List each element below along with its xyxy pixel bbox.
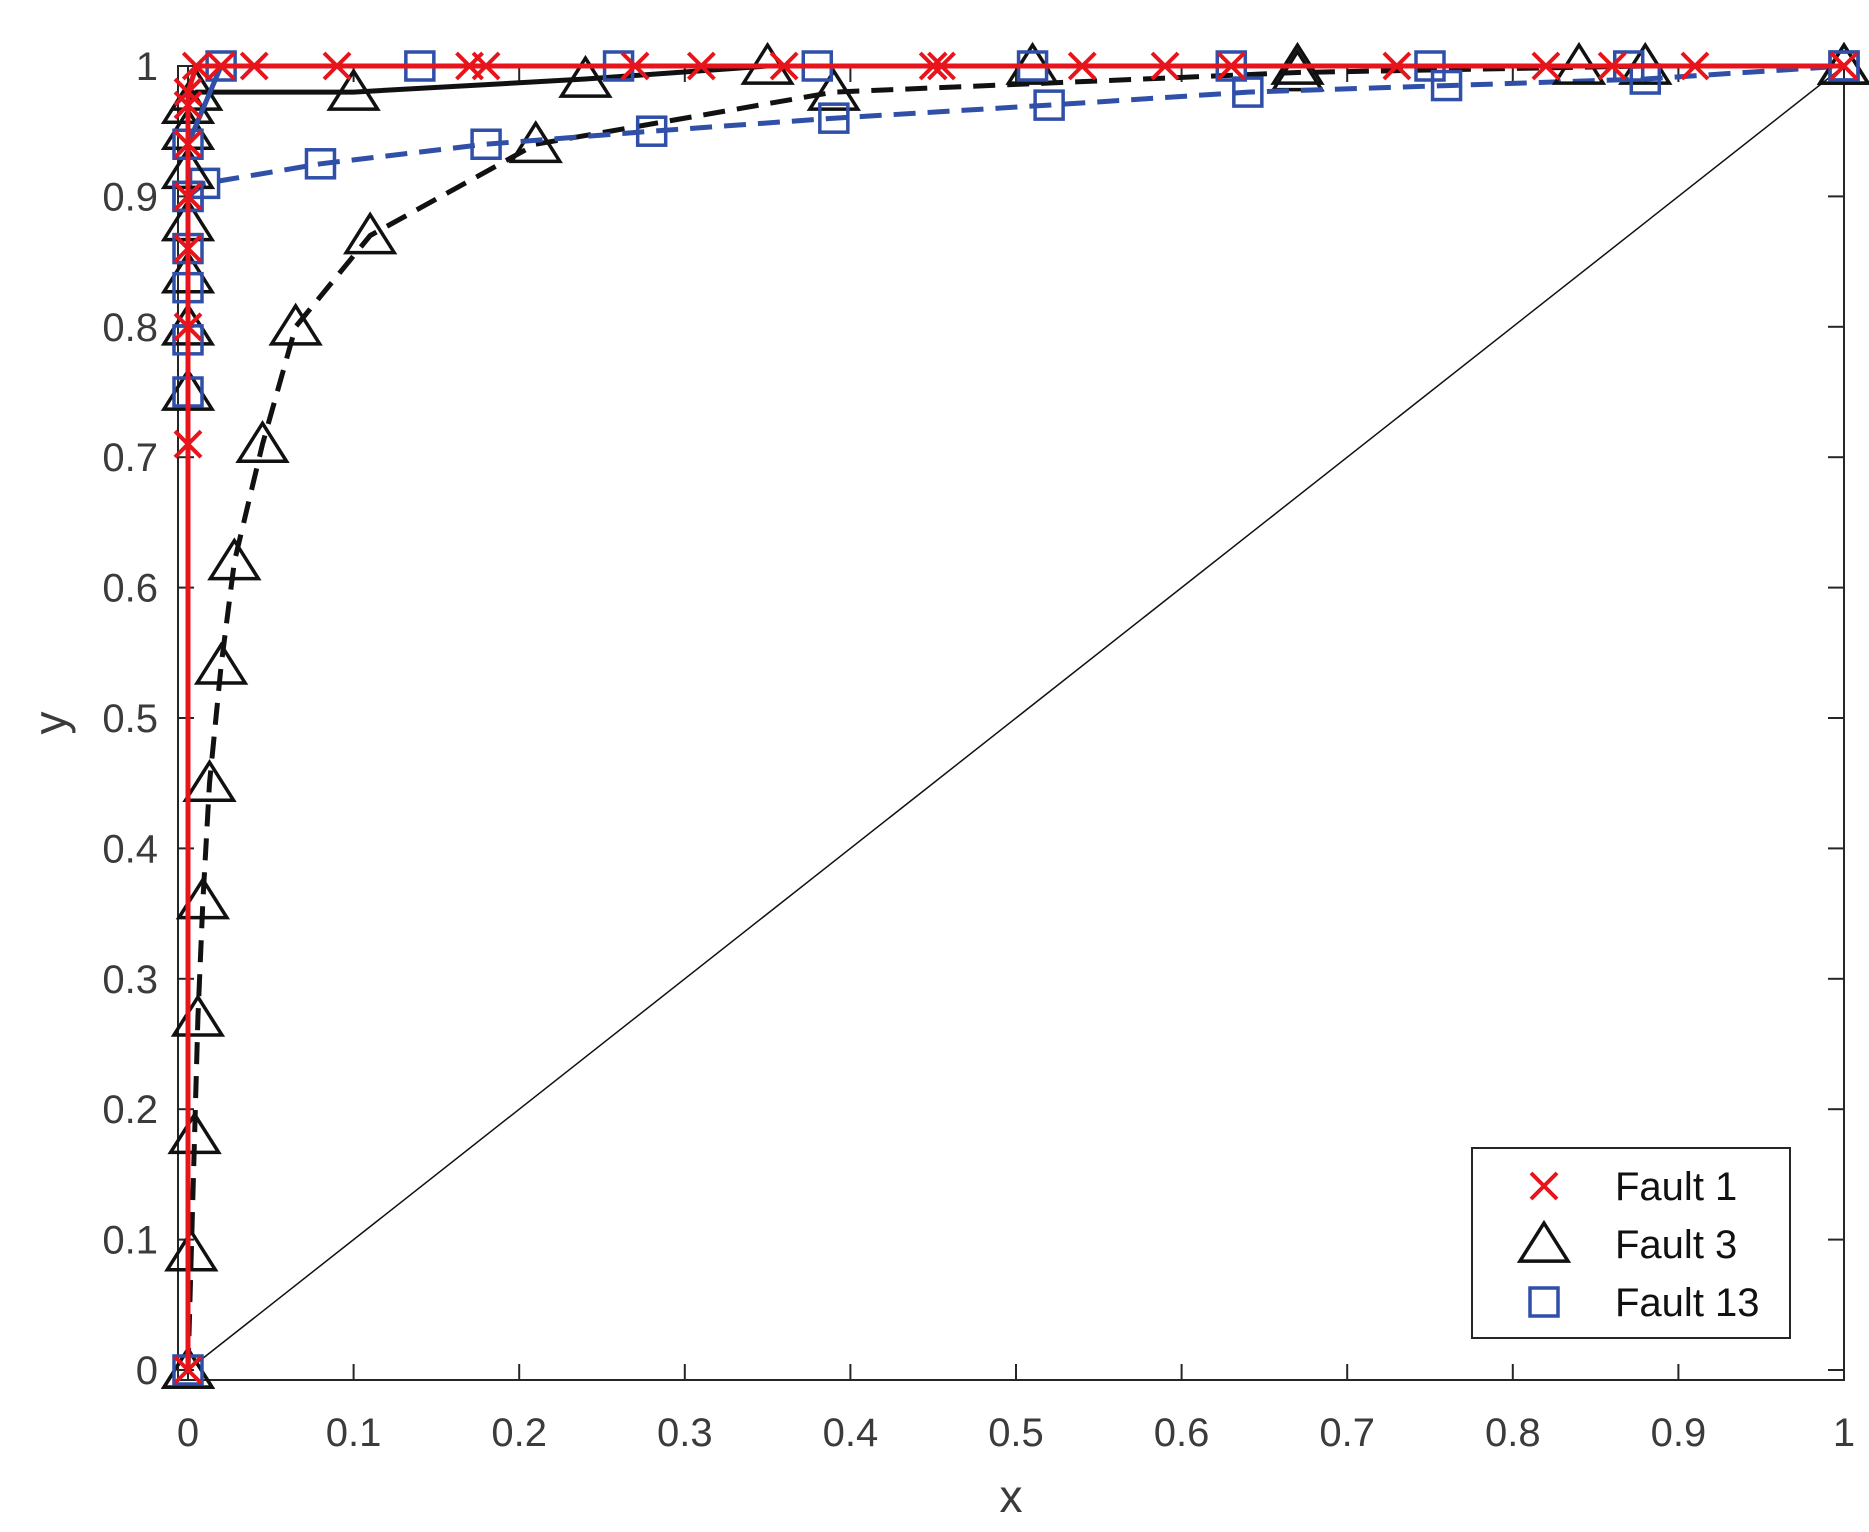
y-tick-label: 0.8 [102, 306, 158, 350]
x-tick-label: 0.5 [988, 1411, 1044, 1455]
data-point [1270, 48, 1325, 92]
y-tick-label: 0.1 [102, 1219, 158, 1263]
data-point [175, 876, 231, 920]
data-point [1597, 51, 1627, 81]
x-tick-label: 0.1 [326, 1411, 382, 1455]
legend: Fault 1 Fault 3 Fault 13 [1471, 1147, 1791, 1339]
x-tick-label: 0.4 [823, 1411, 879, 1455]
x-tick-label: 0.7 [1319, 1411, 1375, 1455]
data-point [326, 67, 381, 111]
y-tick-label: 0.9 [102, 175, 158, 219]
data-point [235, 419, 290, 464]
x-tick-label: 0.8 [1485, 1411, 1541, 1455]
x-tick-label: 0 [177, 1411, 199, 1455]
x-axis-title: x [1000, 1470, 1023, 1522]
data-point [342, 211, 398, 255]
data-point [173, 90, 203, 120]
data-point [806, 67, 862, 111]
x-tick-label: 0.3 [657, 1411, 713, 1455]
data-point [1232, 76, 1264, 108]
data-point [268, 302, 323, 346]
x-tick-label: 1 [1833, 1411, 1855, 1455]
legend-marker [1528, 1286, 1560, 1318]
data-point [1680, 51, 1710, 81]
data-point [304, 148, 337, 180]
data-point [1033, 89, 1065, 121]
series-group [187, 65, 1845, 1371]
legend-box [1471, 1147, 1791, 1339]
legend-marker [1529, 1171, 1559, 1201]
data-point [818, 102, 850, 134]
series-line [185, 63, 1844, 1371]
legend-marker [1516, 1219, 1572, 1263]
data-point [173, 429, 203, 459]
data-point [1430, 69, 1463, 102]
data-point [558, 54, 613, 98]
y-tick-label: 0.3 [102, 958, 158, 1002]
data-point [1216, 51, 1246, 81]
data-point [620, 51, 650, 81]
data-point [635, 115, 668, 147]
y-tick-label: 0 [136, 1349, 158, 1393]
y-axis-title: y [24, 712, 76, 735]
data-point [322, 51, 352, 81]
x-tick-label: 0.9 [1651, 1411, 1707, 1455]
x-tick-label: 0.2 [491, 1411, 547, 1455]
data-point [470, 128, 502, 160]
data-point [918, 51, 948, 81]
data-point [206, 51, 236, 81]
y-tick-label: 0.6 [102, 567, 158, 611]
data-point [1150, 51, 1180, 81]
data-point [471, 51, 501, 81]
data-point [927, 51, 956, 81]
y-tick-label: 0.5 [102, 697, 158, 741]
legend-label: Fault 13 [1615, 1281, 1760, 1325]
y-tick-label: 0.2 [102, 1088, 158, 1132]
data-point [173, 312, 203, 342]
data-point [686, 51, 716, 81]
series-group [173, 51, 1859, 1385]
data-point [239, 51, 269, 81]
y-tick-label: 1 [136, 45, 158, 89]
data-point [1382, 51, 1412, 81]
data-point [173, 77, 203, 107]
legend-label: Fault 3 [1615, 1223, 1737, 1267]
data-point [207, 537, 262, 581]
data-point [1829, 51, 1859, 81]
data-point [193, 641, 249, 685]
x-tick-label: 0.6 [1154, 1411, 1210, 1455]
data-point [160, 1345, 216, 1389]
data-point [182, 759, 237, 803]
y-tick-label: 0.7 [102, 436, 158, 480]
y-axis-ticks: 0 0.1 0.2 0.3 0.4 0.5 0.6 0.7 0.8 0.9 1 [102, 45, 1844, 1393]
data-point [181, 51, 211, 81]
data-point [1531, 51, 1561, 81]
legend-label: Fault 1 [1615, 1165, 1737, 1209]
x-axis-ticks: 0 0.1 0.2 0.3 0.4 0.5 0.6 0.7 0.8 0.9 1 [177, 66, 1855, 1455]
data-point [173, 129, 203, 159]
data-point [769, 51, 799, 81]
data-point [1067, 51, 1097, 81]
data-point [167, 1111, 222, 1155]
data-point [173, 181, 203, 211]
data-point [164, 1228, 219, 1272]
data-point [173, 1355, 203, 1385]
y-tick-label: 0.4 [102, 827, 158, 871]
series-line [187, 65, 1845, 1371]
data-point [173, 234, 203, 263]
series-line [186, 63, 1845, 199]
series-layer [160, 41, 1869, 1389]
